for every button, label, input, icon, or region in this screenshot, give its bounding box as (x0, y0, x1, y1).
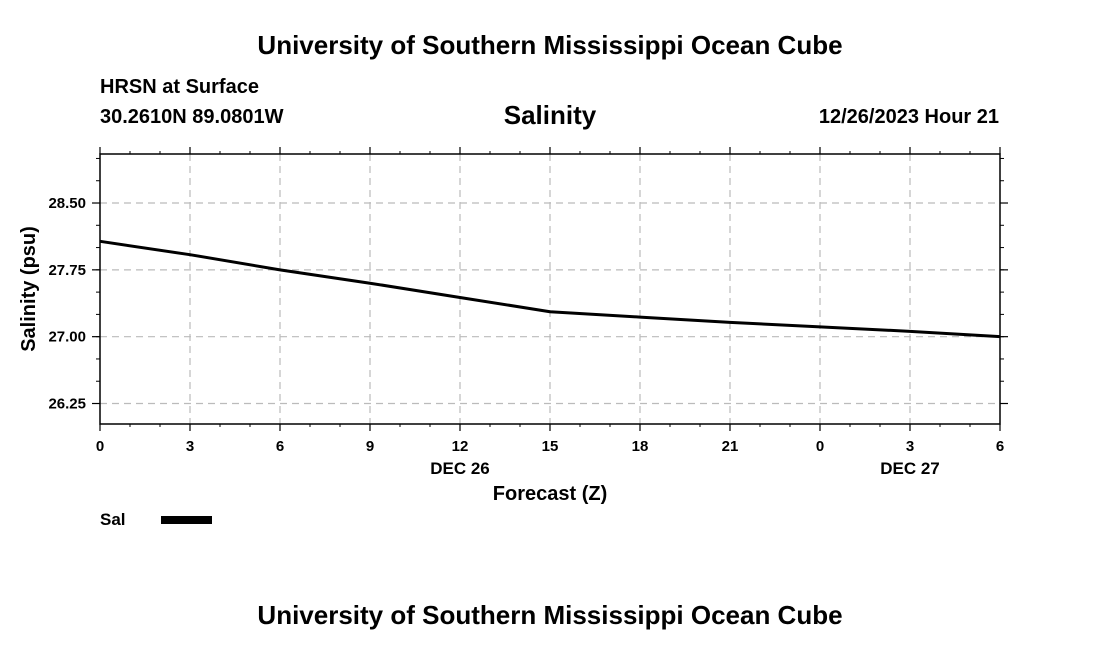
axis-ticks (92, 147, 1008, 431)
x-tick-label: 0 (96, 438, 104, 455)
x-tick-label: 6 (996, 438, 1004, 455)
x-axis-label: Forecast (Z) (493, 483, 607, 505)
x-tick-label: 9 (366, 438, 374, 455)
x-tick-label: 0 (816, 438, 824, 455)
chart-title: Salinity (503, 100, 597, 130)
x-tick-label: 3 (186, 438, 194, 455)
y-tick-label: 28.50 (48, 195, 86, 212)
x-tick-label: 15 (542, 438, 559, 455)
series-group (99, 239, 1001, 339)
series-line-sal (99, 239, 1001, 339)
date-label: DEC 26 (430, 459, 490, 478)
coordinates-label: 30.2610N 89.0801W (100, 106, 284, 128)
x-tick-label: 21 (722, 438, 739, 455)
axis-labels: 0 3 6 9 12 15 18 21 0 3 6 DEC 26 DEC 27 26.25 27.00 27.… (48, 195, 1004, 478)
y-tick-label: 26.25 (48, 396, 86, 413)
x-tick-label: 18 (632, 438, 649, 455)
page-title: University of Southern Mississippi Ocean… (257, 30, 843, 60)
date-label: DEC 27 (880, 459, 940, 478)
y-tick-label: 27.75 (48, 262, 86, 279)
timestamp-label: 12/26/2023 Hour 21 (818, 106, 999, 128)
footer-title: University of Southern Mississippi Ocean… (257, 600, 843, 630)
station-label: HRSN at Surface (100, 76, 259, 98)
legend-label: Sal (100, 510, 126, 529)
x-tick-label: 6 (276, 438, 284, 455)
legend-swatch (161, 516, 212, 524)
x-tick-label: 3 (906, 438, 914, 455)
y-tick-label: 27.00 (48, 329, 86, 346)
y-axis-label: Salinity (psu) (18, 226, 40, 352)
chart-grid (100, 154, 1000, 424)
x-tick-label: 12 (452, 438, 469, 455)
